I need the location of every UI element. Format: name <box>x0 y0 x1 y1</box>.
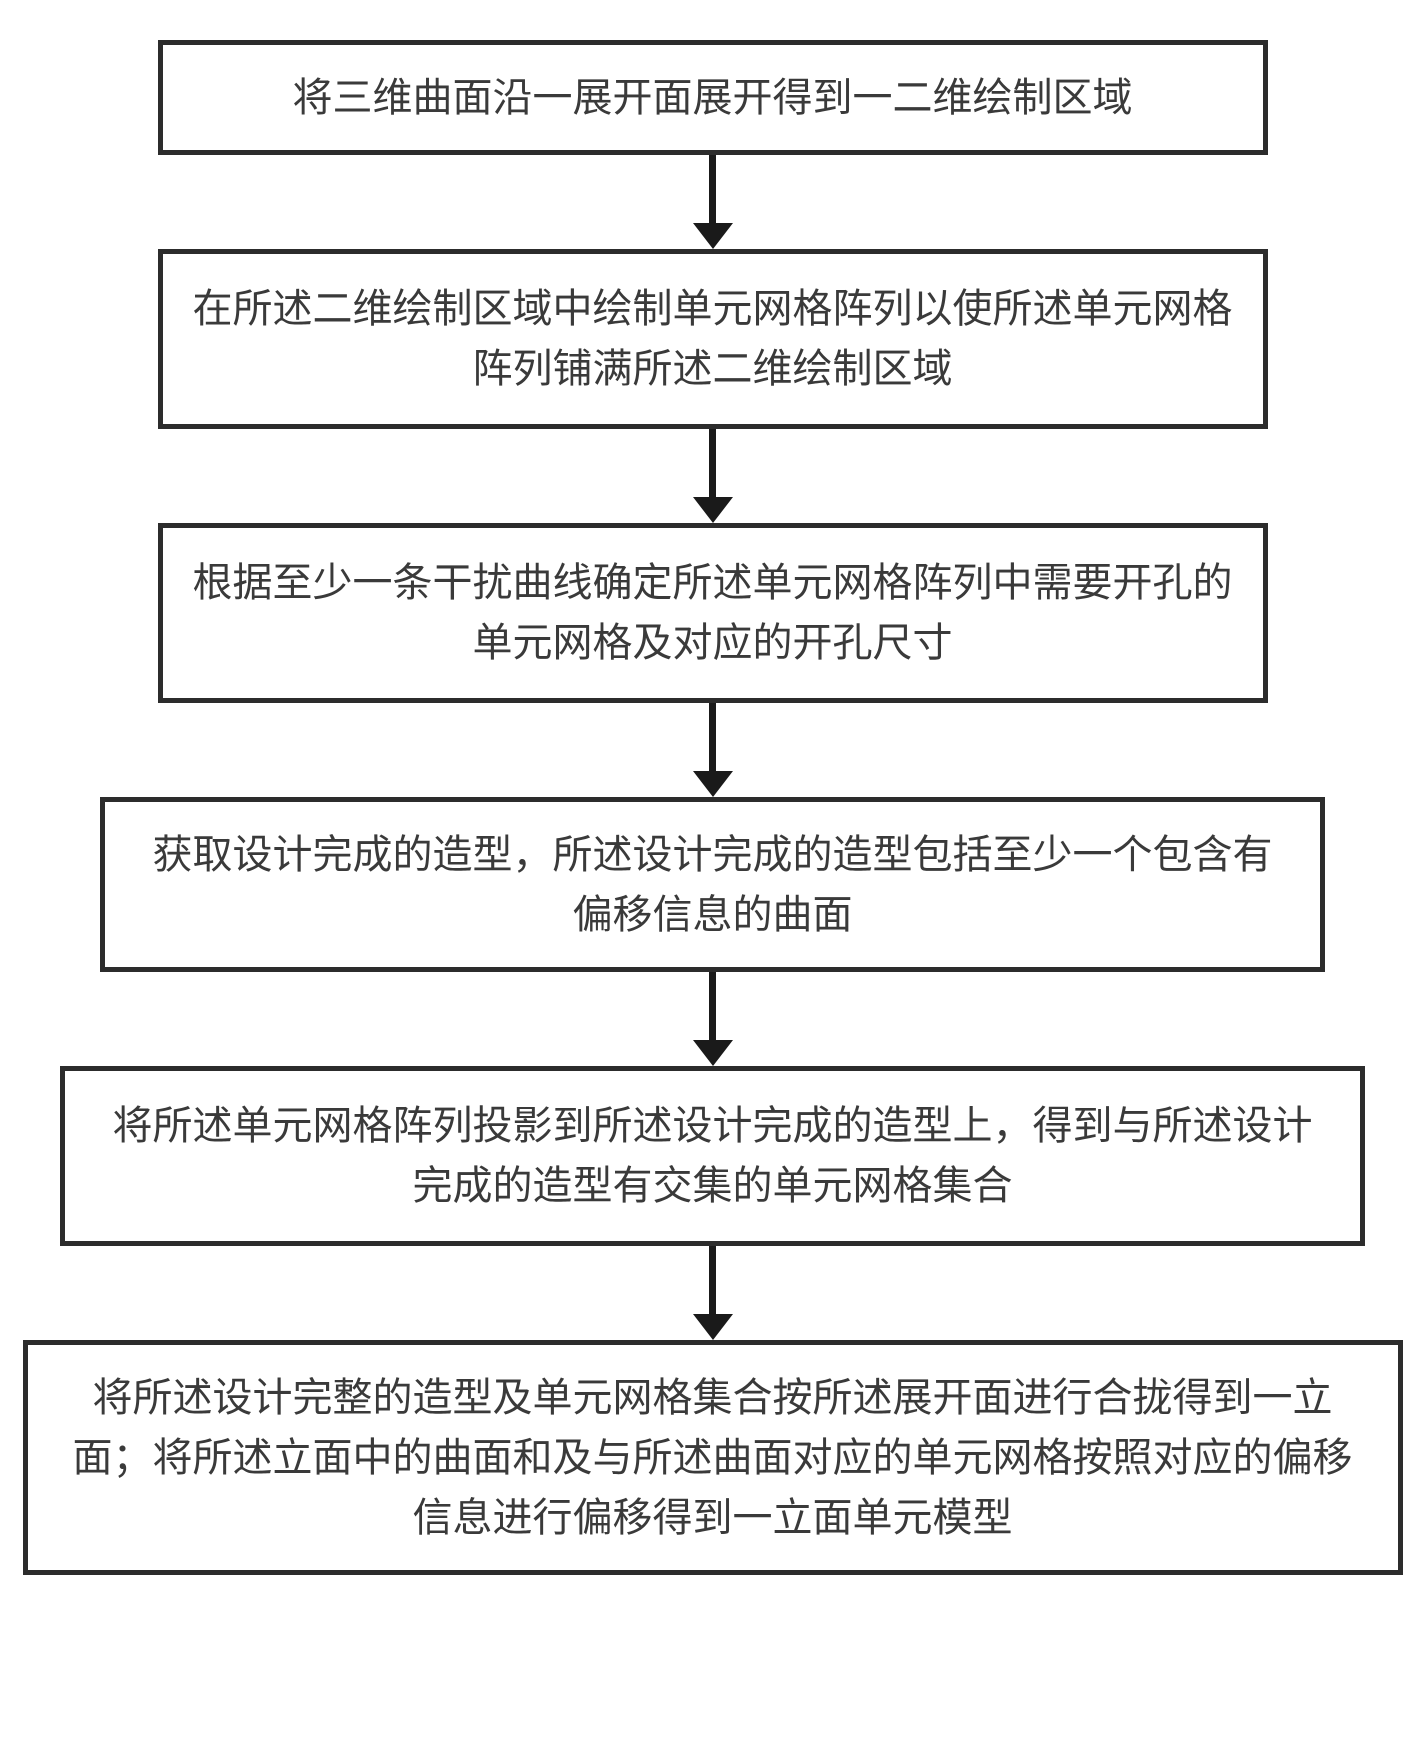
flowchart-node-label: 获取设计完成的造型，所述设计完成的造型包括至少一个包含有偏移信息的曲面 <box>135 825 1290 945</box>
arrow-head-icon <box>693 771 733 797</box>
flowchart-node-label: 将所述设计完整的造型及单元网格集合按所述展开面进行合拢得到一立面；将所述立面中的… <box>58 1368 1368 1548</box>
flowchart-node: 在所述二维绘制区域中绘制单元网格阵列以使所述单元网格阵列铺满所述二维绘制区域 <box>158 249 1268 429</box>
arrow-head-icon <box>693 497 733 523</box>
flowchart-canvas: 将三维曲面沿一展开面展开得到一二维绘制区域在所述二维绘制区域中绘制单元网格阵列以… <box>23 40 1403 1575</box>
flowchart-node-label: 根据至少一条干扰曲线确定所述单元网格阵列中需要开孔的单元网格及对应的开孔尺寸 <box>193 553 1233 673</box>
arrow-shaft <box>709 972 716 1040</box>
flowchart-node: 将三维曲面沿一展开面展开得到一二维绘制区域 <box>158 40 1268 155</box>
flowchart-arrow <box>693 703 733 797</box>
arrow-head-icon <box>693 1040 733 1066</box>
arrow-shaft <box>709 429 716 497</box>
arrow-shaft <box>709 703 716 771</box>
flowchart-node: 将所述设计完整的造型及单元网格集合按所述展开面进行合拢得到一立面；将所述立面中的… <box>23 1340 1403 1575</box>
flowchart-node: 获取设计完成的造型，所述设计完成的造型包括至少一个包含有偏移信息的曲面 <box>100 797 1325 972</box>
flowchart-node: 根据至少一条干扰曲线确定所述单元网格阵列中需要开孔的单元网格及对应的开孔尺寸 <box>158 523 1268 703</box>
flowchart-node-label: 将所述单元网格阵列投影到所述设计完成的造型上，得到与所述设计完成的造型有交集的单… <box>95 1096 1330 1216</box>
arrow-shaft <box>709 1246 716 1314</box>
flowchart-arrow <box>693 972 733 1066</box>
flowchart-arrow <box>693 155 733 249</box>
arrow-shaft <box>709 155 716 223</box>
flowchart-arrow <box>693 1246 733 1340</box>
arrow-head-icon <box>693 1314 733 1340</box>
flowchart-node: 将所述单元网格阵列投影到所述设计完成的造型上，得到与所述设计完成的造型有交集的单… <box>60 1066 1365 1246</box>
flowchart-arrow <box>693 429 733 523</box>
flowchart-node-label: 将三维曲面沿一展开面展开得到一二维绘制区域 <box>293 68 1133 128</box>
flowchart-node-label: 在所述二维绘制区域中绘制单元网格阵列以使所述单元网格阵列铺满所述二维绘制区域 <box>193 279 1233 399</box>
arrow-head-icon <box>693 223 733 249</box>
